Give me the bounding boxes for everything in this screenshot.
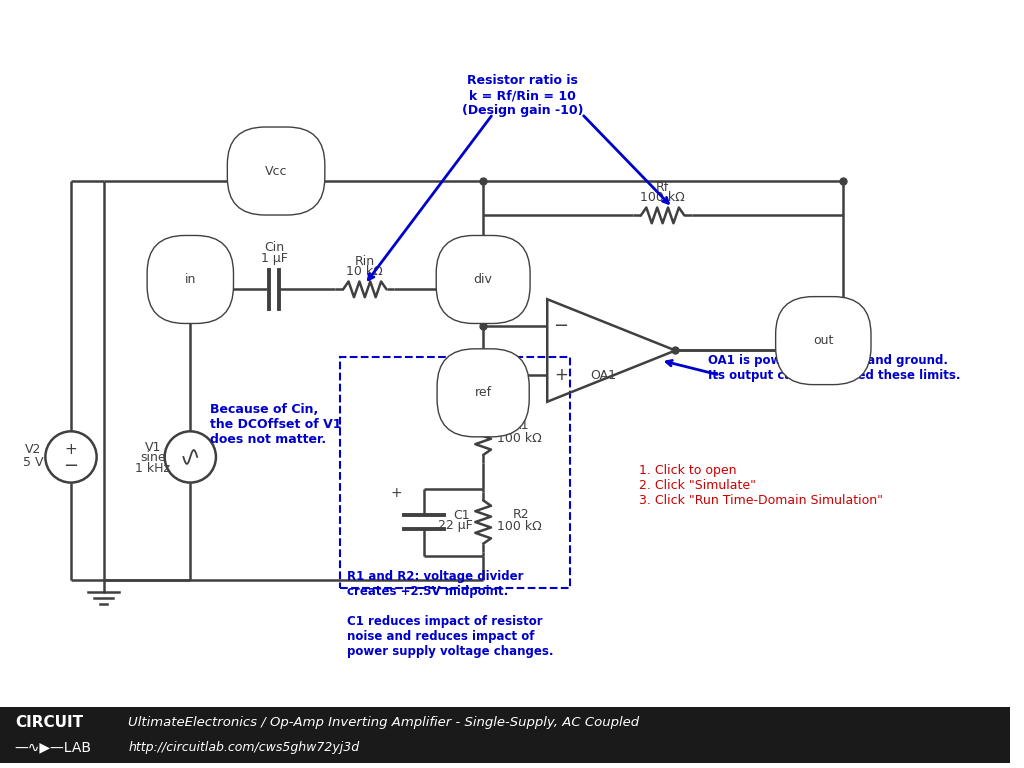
Text: OA1 is powered by +5V and ground.
Its output cannot exceed these limits.: OA1 is powered by +5V and ground. Its ou… <box>708 354 961 382</box>
Text: out: out <box>813 334 834 347</box>
Text: R1 and R2: voltage divider
creates +2.5V midpoint.

C1 reduces impact of resisto: R1 and R2: voltage divider creates +2.5V… <box>347 571 554 658</box>
Text: +: + <box>390 486 402 501</box>
Text: R2: R2 <box>513 508 529 521</box>
Text: sine: sine <box>140 452 166 465</box>
Text: −: − <box>63 457 79 475</box>
Text: 100 kΩ: 100 kΩ <box>497 521 542 534</box>
Text: C1: C1 <box>454 508 470 521</box>
Text: 100 kΩ: 100 kΩ <box>640 190 685 204</box>
Text: http://circuitlab.com/cws5ghw72yj3d: http://circuitlab.com/cws5ghw72yj3d <box>128 740 359 753</box>
Text: R1: R1 <box>513 419 529 432</box>
Text: OA1: OA1 <box>591 369 616 382</box>
Text: 5 V: 5 V <box>24 456 44 469</box>
Text: CIRCUIT: CIRCUIT <box>14 715 83 730</box>
Text: ref: ref <box>474 386 492 399</box>
Text: +: + <box>65 442 78 457</box>
Text: 1. Click to open
2. Click "Simulate"
3. Click "Run Time-Domain Simulation": 1. Click to open 2. Click "Simulate" 3. … <box>639 464 883 507</box>
Text: Rf: Rf <box>656 180 670 194</box>
Text: 1 kHz: 1 kHz <box>135 462 170 475</box>
Bar <box>340 357 570 588</box>
Text: −: − <box>554 317 568 335</box>
Text: 10 kΩ: 10 kΩ <box>346 264 383 277</box>
Text: Because of Cin,
the DCOffset of V1
does not matter.: Because of Cin, the DCOffset of V1 does … <box>210 402 342 445</box>
Text: V1: V1 <box>144 441 161 454</box>
Text: 1 μF: 1 μF <box>261 252 288 265</box>
Text: 100 kΩ: 100 kΩ <box>497 432 542 445</box>
Text: —∿▶—LAB: —∿▶—LAB <box>14 740 92 754</box>
Text: V2: V2 <box>26 442 42 455</box>
Text: Cin: Cin <box>264 241 285 254</box>
Text: div: div <box>474 273 493 286</box>
Text: Resistor ratio is
k = Rf/Rin = 10
(Design gain -10): Resistor ratio is k = Rf/Rin = 10 (Desig… <box>462 74 584 118</box>
Text: +: + <box>554 366 568 384</box>
Text: in: in <box>184 273 196 286</box>
Text: Rin: Rin <box>354 255 375 268</box>
Text: UltimateElectronics / Op-Amp Inverting Amplifier - Single-Supply, AC Coupled: UltimateElectronics / Op-Amp Inverting A… <box>128 717 639 730</box>
Text: Vcc: Vcc <box>265 164 288 177</box>
Bar <box>0 707 1010 763</box>
Text: 22 μF: 22 μF <box>438 519 472 532</box>
